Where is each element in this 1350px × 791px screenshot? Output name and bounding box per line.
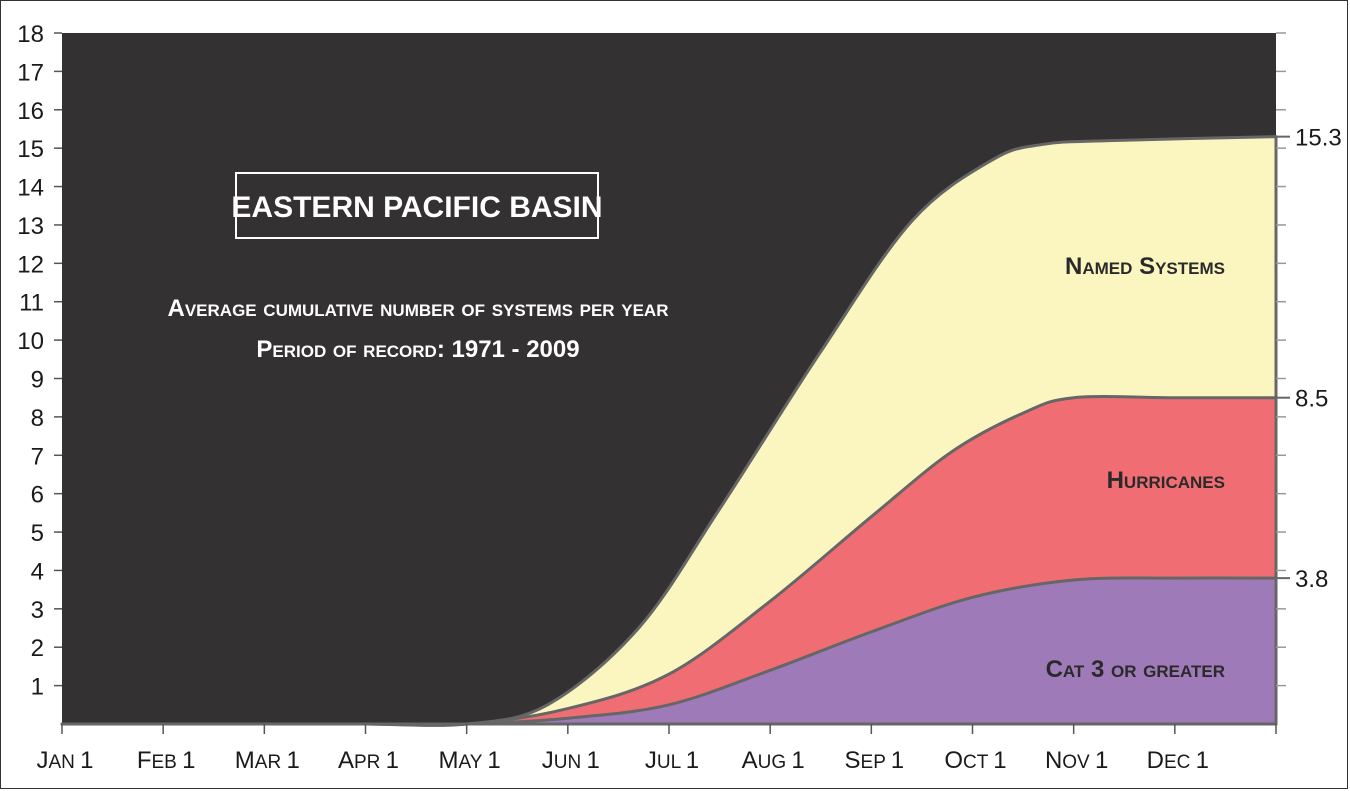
title-box — [235, 172, 599, 239]
y-tick-label: 10 — [17, 328, 44, 355]
x-tick-label: JAN 1 — [36, 747, 93, 774]
end-value-label: 15.3 — [1295, 125, 1342, 152]
x-tick-label: MAY 1 — [439, 747, 501, 774]
x-tick-label: SEP 1 — [845, 747, 905, 774]
x-tick-label: JUN 1 — [542, 747, 600, 774]
y-tick-label: 1 — [31, 674, 44, 701]
y-tick-label: 18 — [17, 21, 44, 48]
x-tick-label: MAR 1 — [235, 747, 300, 774]
y-tick-label: 14 — [17, 175, 44, 202]
y-tick-label: 6 — [31, 482, 44, 509]
series-label-cat-3-or-greater: Cat 3 or greater — [1046, 656, 1225, 683]
y-tick-label: 13 — [17, 213, 44, 240]
y-tick-label: 4 — [31, 558, 44, 585]
x-tick-label: APR 1 — [338, 747, 399, 774]
x-tick-label: NOV 1 — [1045, 747, 1108, 774]
y-tick-label: 5 — [31, 520, 44, 547]
y-tick-label: 9 — [31, 367, 44, 394]
y-tick-label: 2 — [31, 635, 44, 662]
x-tick-label: AUG 1 — [742, 747, 805, 774]
y-tick-label: 3 — [31, 597, 44, 624]
y-tick-label: 17 — [17, 59, 44, 86]
y-tick-label: 12 — [17, 251, 44, 278]
x-axis: JAN 1 FEB 1 MAR 1 APR 1 MAY 1 JUN 1 JUL 1 AUG 1… — [36, 724, 1277, 774]
end-value-label: 8.5 — [1295, 386, 1328, 413]
chart-title: EASTERN PACIFIC BASIN — [231, 191, 602, 224]
y-tick-label: 11 — [19, 290, 44, 317]
y-tick-label: 8 — [31, 405, 44, 432]
x-tick-label: FEB 1 — [137, 747, 196, 774]
y-tick-label: 16 — [17, 98, 44, 125]
x-tick-label: OCT 1 — [944, 747, 1006, 774]
x-tick-label: DEC 1 — [1147, 747, 1209, 774]
series-labels: Named Systems Hurricanes Cat 3 or greater — [1046, 253, 1225, 683]
y-tick-label: 15 — [17, 136, 44, 163]
x-tick-label: JUL 1 — [645, 747, 699, 774]
end-value-label: 3.8 — [1295, 566, 1328, 593]
right-axis: 15.3 8.5 3.8 — [1276, 32, 1342, 687]
chart-subtitle-line-1: Average cumulative number of systems per… — [168, 295, 669, 322]
y-tick-label: 7 — [31, 443, 44, 470]
series-label-named-systems: Named Systems — [1065, 253, 1225, 280]
chart-subtitle-line-2: Period of record: 1971 - 2009 — [256, 336, 579, 363]
series-label-hurricanes: Hurricanes — [1107, 467, 1225, 494]
